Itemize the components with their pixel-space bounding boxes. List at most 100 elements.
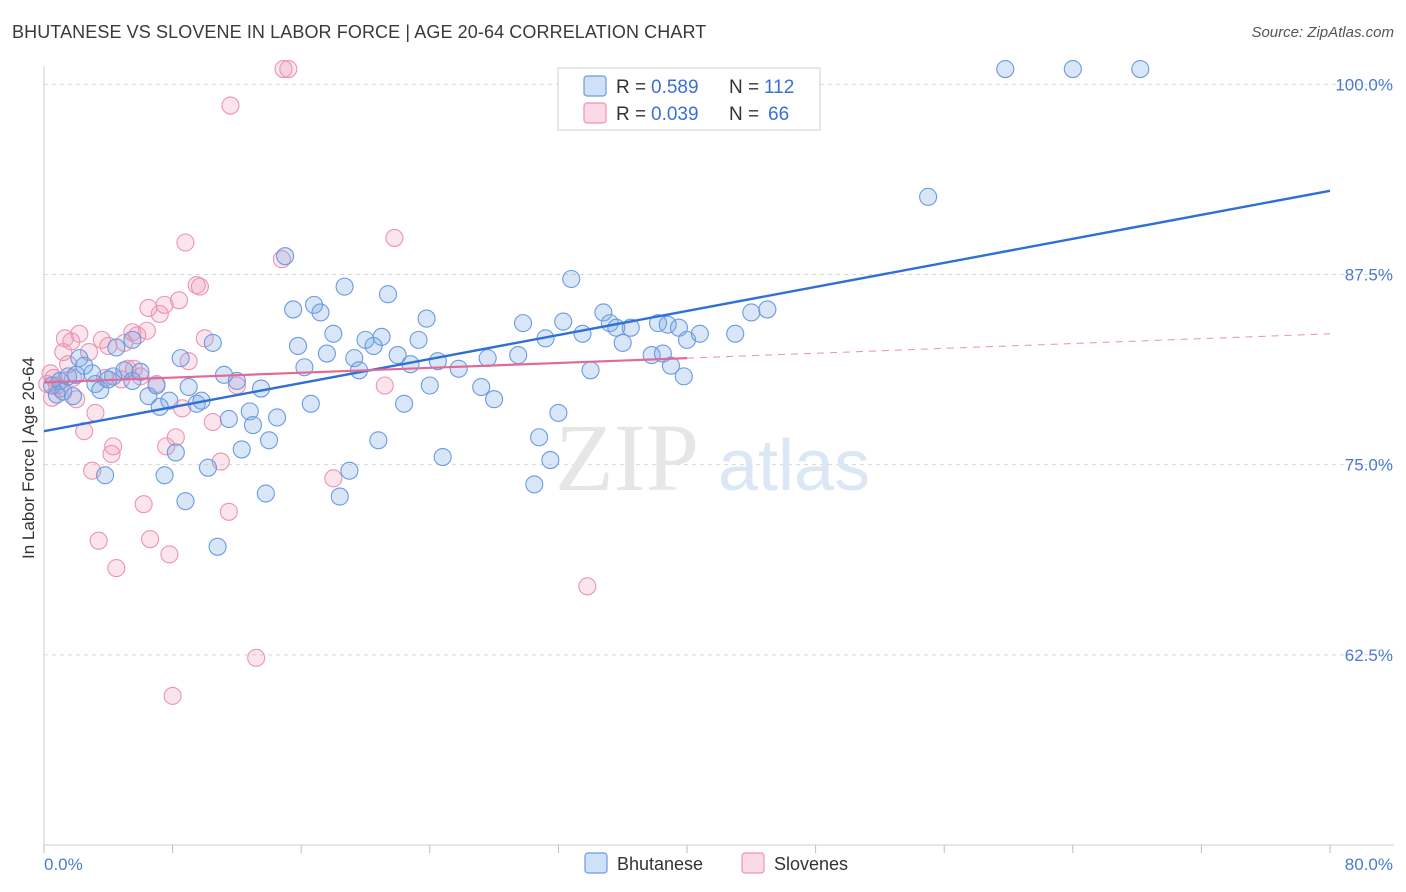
slovenes-point-51 [219, 502, 238, 521]
bhutanese-point-82 [554, 312, 573, 331]
slovenes-point-52 [221, 96, 240, 115]
legend-n-label-1: N = [729, 77, 759, 98]
slovenes-point-36 [150, 304, 169, 324]
slovenes-point-46 [187, 276, 206, 295]
bhutanese-point-100 [726, 324, 745, 343]
legend-swatch-slovenes [583, 102, 607, 124]
axes [43, 66, 1394, 853]
y-tick-label-2: 75.0% [1345, 456, 1393, 475]
bhutanese-point-52 [324, 324, 343, 343]
bhutanese-point-92 [649, 314, 668, 333]
slovenes-trend-line-extension [686, 333, 1331, 359]
bhutanese-point-21 [147, 376, 166, 395]
bhutanese-point-31 [198, 458, 218, 477]
bhutanese-point-99 [690, 324, 709, 343]
bhutanese-point-77 [525, 475, 544, 494]
bhutanese-point-5 [63, 387, 82, 406]
watermark: ZIP atlas [555, 404, 870, 511]
bhutanese-point-103 [919, 187, 938, 206]
bhutanese-point-80 [541, 451, 560, 470]
bhutanese-point-37 [232, 440, 251, 459]
slovenes-point-34 [141, 530, 160, 549]
bhutanese-point-23 [155, 466, 174, 485]
bhutanese-point-63 [388, 346, 407, 365]
bhutanese-point-83 [562, 269, 581, 289]
bhutanese-point-61 [372, 327, 391, 346]
legend-r-value-1: 0.589 [651, 77, 699, 98]
bhutanese-point-84 [573, 324, 592, 343]
legend-r-label-1: R = [616, 77, 646, 98]
slovenes-point-54 [247, 648, 266, 667]
bhutanese-point-64 [395, 394, 414, 413]
bhutanese-point-32 [203, 333, 222, 352]
bhutanese-point-15 [107, 338, 126, 357]
slovenes-trend-line [43, 357, 688, 384]
bhutanese-point-95 [661, 356, 680, 375]
bhutanese-point-51 [317, 344, 336, 363]
slovenes-point-42 [169, 291, 189, 310]
bhutanese-point-35 [219, 409, 238, 429]
slovenes-point-39 [160, 545, 179, 564]
slovenes-point-61 [578, 577, 597, 596]
bottom-legend-bhutanese: Bhutanese [617, 854, 703, 874]
slovenes-point-49 [203, 412, 222, 432]
slovenes-point-14 [79, 342, 99, 362]
bhutanese-point-72 [472, 377, 491, 397]
y-tick-label-0: 100.0% [1335, 75, 1393, 94]
bhutanese-point-74 [485, 390, 504, 409]
bhutanese-point-101 [742, 303, 761, 322]
bhutanese-point-106 [1131, 59, 1150, 79]
slovenes-points [38, 59, 597, 705]
bhutanese-point-49 [305, 295, 324, 314]
bhutanese-point-25 [166, 443, 185, 462]
bhutanese-point-85 [581, 361, 600, 380]
bhutanese-point-89 [613, 333, 632, 352]
y-tick-label-3: 62.5% [1345, 646, 1393, 665]
bhutanese-point-46 [288, 336, 308, 356]
slovenes-point-21 [102, 444, 121, 464]
legend-n-value-1: 112 [764, 77, 794, 98]
trend-lines [43, 189, 1331, 433]
slovenes-point-47 [190, 277, 209, 296]
bhutanese-point-55 [340, 461, 359, 480]
bhutanese-point-33 [208, 537, 227, 556]
slovenes-point-17 [89, 531, 108, 550]
slovenes-point-12 [70, 324, 89, 343]
y-axis-label: In Labor Force | Age 20-64 [19, 357, 38, 559]
slovenes-point-41 [166, 428, 185, 447]
bhutanese-point-60 [369, 431, 388, 450]
y-tick-label-1: 87.5% [1345, 265, 1393, 284]
legend-n-label-2: N = [729, 104, 759, 125]
bhutanese-point-67 [417, 309, 436, 328]
bhutanese-point-24 [160, 391, 179, 410]
x-tick-labels: 0.0% 80.0% [44, 855, 1393, 874]
bhutanese-point-18 [123, 330, 142, 349]
bhutanese-point-76 [513, 314, 533, 333]
bhutanese-point-45 [284, 300, 303, 319]
gridlines [44, 83, 1394, 656]
bottom-legend-swatch-bhutanese [584, 852, 608, 874]
legend-n-value-2: 66 [768, 104, 789, 125]
bhutanese-point-78 [530, 428, 549, 447]
bhutanese-point-56 [345, 349, 364, 368]
slovenes-point-40 [163, 686, 182, 705]
legend-r-label-2: R = [616, 104, 646, 125]
bhutanese-point-38 [240, 402, 259, 421]
bhutanese-point-44 [276, 247, 295, 266]
source-label: Source: ZipAtlas.com [1251, 24, 1394, 41]
bhutanese-point-19 [131, 362, 150, 381]
bhutanese-point-27 [176, 492, 195, 511]
slovenes-point-31 [134, 495, 153, 514]
legend: R = 0.589 N = 112 R = 0.039 N = 66 [557, 67, 821, 131]
bhutanese-point-68 [420, 376, 439, 395]
slovenes-point-23 [107, 559, 126, 578]
slovenes-point-22 [104, 437, 123, 456]
bhutanese-point-41 [256, 484, 275, 503]
bhutanese-point-73 [478, 349, 497, 368]
bhutanese-point-53 [330, 487, 349, 506]
bhutanese-point-75 [509, 346, 528, 365]
bhutanese-point-86 [594, 303, 613, 322]
bhutanese-point-12 [96, 466, 115, 485]
bhutanese-point-62 [378, 285, 398, 304]
